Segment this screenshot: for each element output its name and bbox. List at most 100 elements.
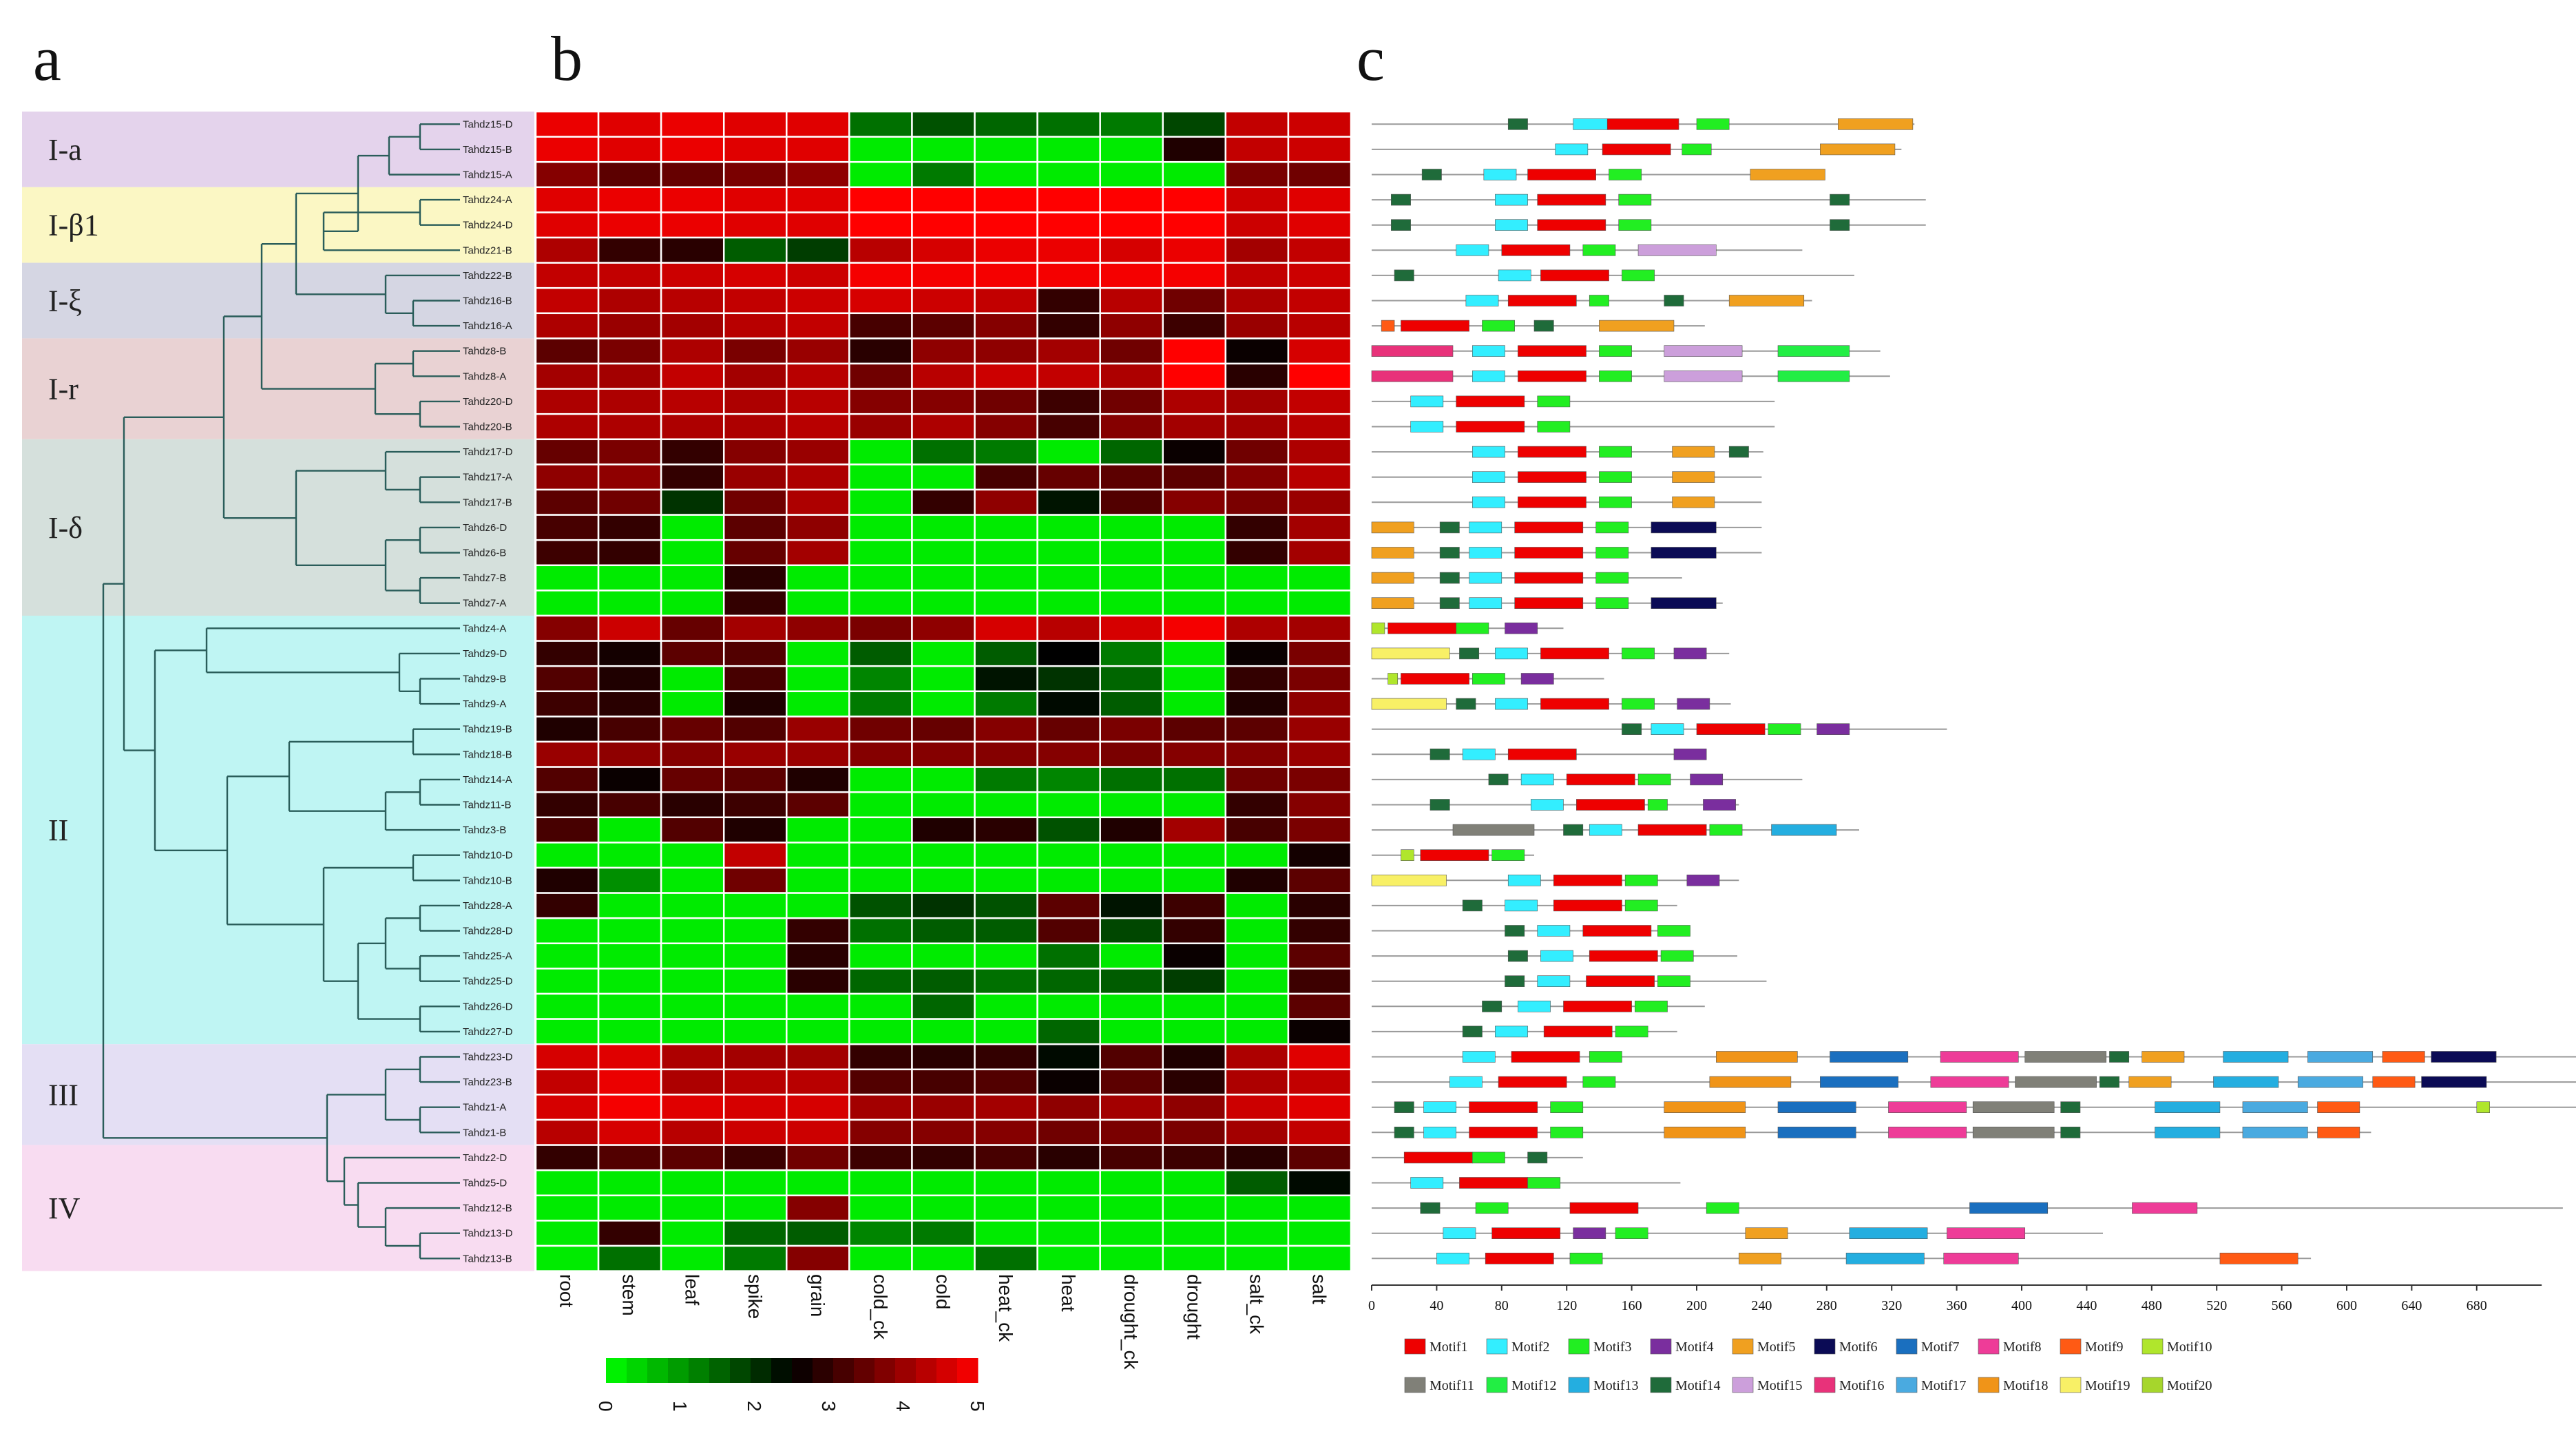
heatmap-cell xyxy=(1036,463,1101,491)
heatmap-cell xyxy=(1099,740,1164,768)
heatmap-cell xyxy=(534,866,600,894)
heatmap-cell xyxy=(1036,312,1101,340)
heatmap-cell xyxy=(786,740,850,768)
heatmap-cell xyxy=(660,740,725,768)
motif-1-block xyxy=(1563,1001,1632,1012)
heatmap-cell xyxy=(911,942,976,970)
heatmap-cell xyxy=(1224,766,1290,793)
motif-3-block xyxy=(1537,395,1571,408)
heatmap-cell xyxy=(1287,1018,1352,1045)
heatmap-cell xyxy=(974,740,1038,768)
heatmap-cell xyxy=(911,816,976,844)
heatmap-cell xyxy=(974,539,1038,567)
heatmap-cell xyxy=(1162,791,1227,819)
heatmap-cell xyxy=(660,1220,725,1247)
colorbar-segment xyxy=(833,1358,855,1383)
heatmap-cell xyxy=(534,1194,600,1222)
heatmap-cell xyxy=(911,766,976,793)
heatmap-cell xyxy=(1099,640,1164,667)
colorbar-tick-label: 0 xyxy=(595,1401,616,1412)
motif-5-block xyxy=(1838,118,1914,130)
heatmap-cell xyxy=(660,1018,725,1045)
heatmap-cell xyxy=(911,1118,976,1146)
heatmap-cell xyxy=(722,690,788,718)
axis-tick-label: 0 xyxy=(1368,1298,1375,1313)
heatmap-cell xyxy=(974,766,1038,793)
heatmap-cell xyxy=(1099,211,1164,239)
heatmap-cell xyxy=(974,917,1038,945)
heatmap-cell xyxy=(660,614,725,642)
motif-13-block xyxy=(2155,1101,2221,1113)
axis-tick-label: 280 xyxy=(1816,1298,1837,1313)
motif-6-block xyxy=(2421,1076,2487,1088)
gene-label: Tahdz22-B xyxy=(463,270,512,282)
heatmap-cell xyxy=(534,286,600,315)
motif-2-block xyxy=(1573,118,1609,130)
legend-swatch xyxy=(1814,1377,1836,1393)
motif-1-block xyxy=(1514,547,1584,559)
heatmap-cell xyxy=(722,488,788,516)
motif-15-block xyxy=(1664,345,1743,357)
heatmap-cell xyxy=(1224,362,1290,390)
colorbar-segment xyxy=(936,1358,958,1383)
heatmap-cell xyxy=(660,1244,725,1272)
heatmap-cell xyxy=(911,866,976,894)
phylogenetic-tree xyxy=(102,123,460,1260)
heatmap-cell xyxy=(722,438,788,466)
motif-3-block xyxy=(1615,1025,1648,1038)
heatmap-cell xyxy=(1162,1169,1227,1197)
motif-8-block xyxy=(1940,1051,2019,1063)
heatmap-cell xyxy=(660,262,725,289)
heatmap-cell xyxy=(1162,136,1227,163)
heatmap-cell xyxy=(1099,942,1164,970)
motif-2-block xyxy=(1540,950,1573,962)
heatmap-cell xyxy=(1036,968,1101,995)
clade-label: III xyxy=(48,1078,78,1112)
motif-14-block xyxy=(1533,320,1554,332)
heatmap-cell xyxy=(597,262,662,289)
heatmap-cell xyxy=(534,1094,600,1121)
heatmap-cell xyxy=(597,665,662,693)
motif-14-block xyxy=(1430,799,1450,811)
heatmap-cell xyxy=(722,1169,788,1197)
heatmap-cell xyxy=(786,614,850,642)
heatmap-cell xyxy=(1287,614,1352,642)
heatmap-cell xyxy=(848,791,913,819)
heatmap-cell xyxy=(534,1018,600,1045)
motif-1-block xyxy=(1540,647,1609,660)
legend-swatch xyxy=(1896,1377,1918,1393)
motif-2-block xyxy=(1537,925,1571,937)
heatmap-cell xyxy=(1224,463,1290,491)
heatmap-cell xyxy=(722,286,788,315)
heatmap-cell xyxy=(848,892,913,919)
heatmap-cell xyxy=(534,514,600,541)
motif-8-block xyxy=(1947,1227,2026,1239)
axis-tick-label: 200 xyxy=(1686,1298,1707,1313)
heatmap-cell xyxy=(1099,1068,1164,1096)
heatmap-cell xyxy=(722,816,788,844)
heatmap-cell xyxy=(1036,1220,1101,1247)
legend-swatch xyxy=(1486,1338,1508,1355)
gene-label: Tahdz7-A xyxy=(463,598,506,609)
heatmap-cell xyxy=(597,791,662,819)
clade-label: I-β1 xyxy=(48,209,99,242)
axis-tick-label: 680 xyxy=(2467,1298,2487,1313)
legend-swatch xyxy=(1486,1377,1508,1393)
heatmap-cell xyxy=(1287,992,1352,1020)
heatmap-cell xyxy=(660,160,725,189)
motif-2-block xyxy=(1530,799,1564,811)
heatmap-cell xyxy=(597,413,662,441)
motif-11-block xyxy=(2024,1051,2107,1063)
heatmap-cell xyxy=(974,1244,1038,1272)
heatmap-cell xyxy=(1287,690,1352,718)
heatmap-cell xyxy=(1099,1043,1164,1071)
heatmap-cell xyxy=(848,1169,913,1197)
heatmap-cell xyxy=(911,1244,976,1272)
clade-label: I-a xyxy=(48,133,82,167)
heatmap-column-label: heat_ck xyxy=(995,1274,1016,1342)
motif-2-block xyxy=(1423,1127,1457,1138)
motif-19-block xyxy=(1371,698,1447,710)
heatmap-cell xyxy=(1287,665,1352,693)
heatmap-cell xyxy=(1162,564,1227,592)
